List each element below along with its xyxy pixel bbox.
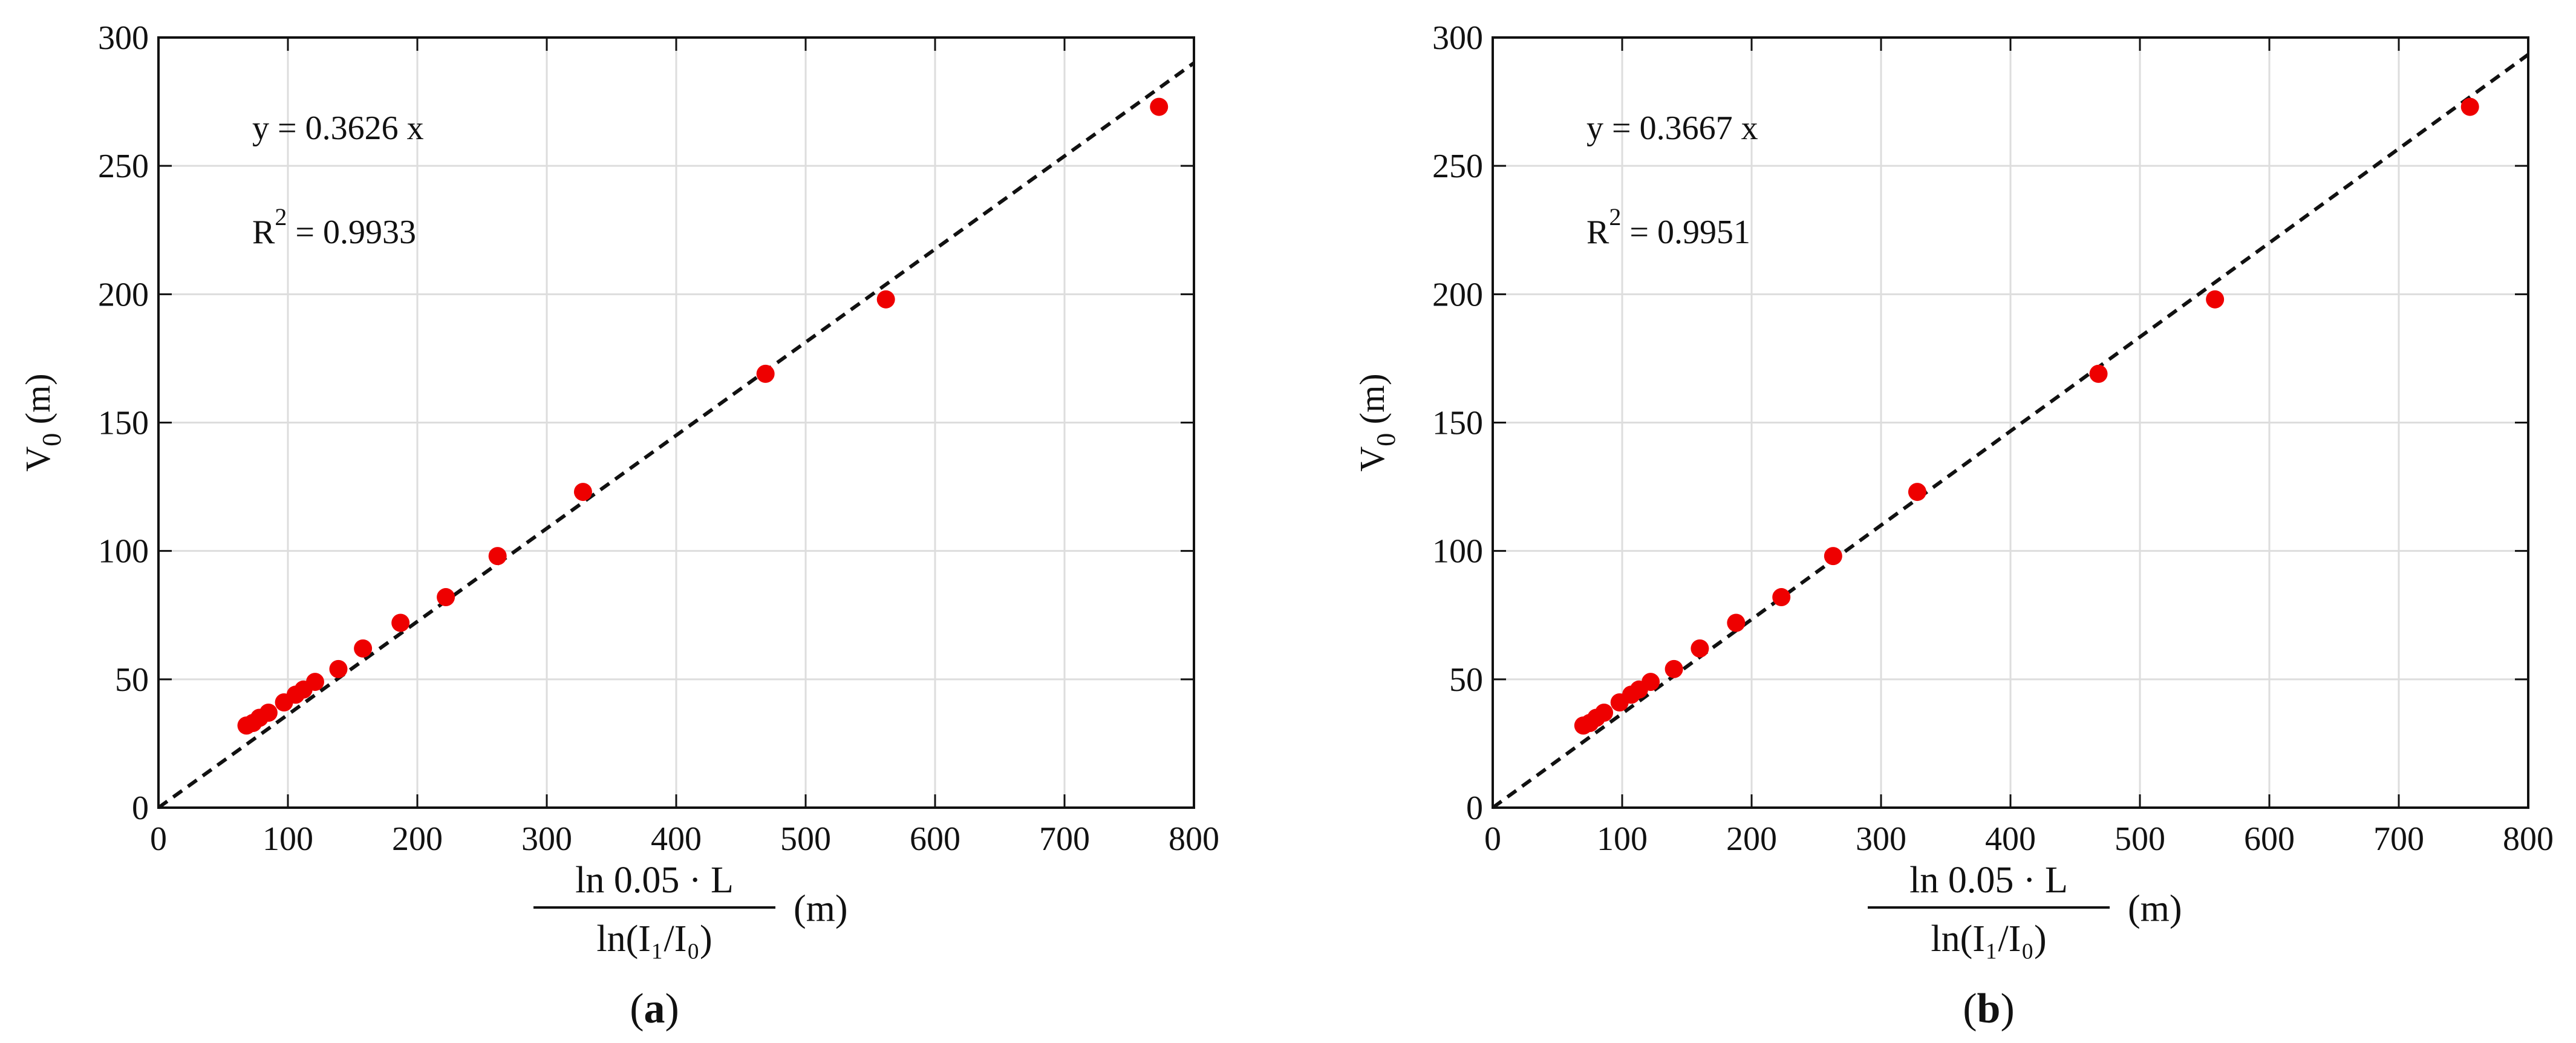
data-point <box>1772 588 1791 607</box>
x-tick-label: 200 <box>1726 820 1777 858</box>
x-tick-label: 600 <box>2244 820 2295 858</box>
x-tick-label: 700 <box>1039 820 1090 858</box>
data-point <box>1908 483 1926 502</box>
data-point <box>391 613 410 632</box>
data-point <box>354 639 373 658</box>
data-point <box>1727 613 1746 632</box>
y-tick-label: 300 <box>1432 19 1483 57</box>
data-point <box>2089 364 2108 383</box>
grid <box>1493 38 2528 808</box>
y-axis-label: V0 (m) <box>1352 373 1401 471</box>
x-label-numerator: ln 0.05 · L <box>575 860 734 901</box>
x-label-denominator: ln(I₁/I₀) <box>1931 918 2046 960</box>
y-tick-label: 50 <box>1449 661 1483 699</box>
x-tick-label: 600 <box>910 820 960 858</box>
y-tick-label: 100 <box>1432 533 1483 571</box>
x-tick-label: 500 <box>780 820 831 858</box>
y-tick-label: 250 <box>1432 148 1483 185</box>
data-point <box>437 588 455 607</box>
data-point <box>1150 97 1169 116</box>
x-tick-label: 100 <box>1597 820 1648 858</box>
y-tick-label: 100 <box>98 533 149 571</box>
panel-label: (a) <box>630 986 679 1032</box>
x-tick-label: 400 <box>1985 820 2036 858</box>
data-point <box>1691 639 1709 658</box>
plot-frame <box>1492 36 2529 809</box>
y-tick-labels: 0 50 100 150 200 250 300 <box>98 19 149 827</box>
r-squared-label: R2 = 0.9951 <box>1586 203 1750 251</box>
fit-line <box>1492 53 2529 809</box>
y-tick-labels: 0 50 100 150 200 250 300 <box>1432 19 1483 827</box>
y-tick-label: 150 <box>1432 405 1483 442</box>
y-tick-label: 250 <box>98 148 149 185</box>
data-point <box>2460 97 2479 116</box>
y-tick-label: 0 <box>1466 790 1483 827</box>
chart-panel-a: 0 100 200 300 400 500 600 700 800 0 50 100 150 200 250… <box>18 19 1219 1032</box>
x-tick-label: 700 <box>2373 820 2424 858</box>
y-tick-label: 200 <box>98 276 149 313</box>
x-tick-label: 500 <box>2115 820 2165 858</box>
chart-panel-b: 0 100 200 300 400 500 600 700 800 0 50 100 150 200 250… <box>1352 19 2554 1032</box>
x-tick-labels: 0 100 200 300 400 500 600 700 800 <box>1484 820 2554 858</box>
y-tick-label: 50 <box>115 661 149 699</box>
r-squared-label: R2 = 0.9933 <box>252 203 416 251</box>
grid <box>158 38 1194 808</box>
y-tick-label: 150 <box>98 405 149 442</box>
data-points <box>1574 97 2479 735</box>
fit-line <box>157 61 1195 809</box>
data-point <box>259 703 278 722</box>
data-point <box>488 547 507 566</box>
data-point <box>305 673 324 692</box>
x-tick-label: 300 <box>1856 820 1906 858</box>
equation-label: y = 0.3626 x <box>252 110 424 147</box>
x-tick-label: 200 <box>392 820 443 858</box>
x-tick-label: 800 <box>1169 820 1219 858</box>
x-tick-label: 0 <box>150 820 167 858</box>
x-label-denominator: ln(I₁/I₀) <box>596 918 712 960</box>
y-axis-label: V0 (m) <box>18 373 67 471</box>
y-tick-label: 300 <box>98 19 149 57</box>
data-point <box>2206 290 2225 309</box>
x-label-unit: (m) <box>794 888 848 929</box>
y-tick-label: 200 <box>1432 276 1483 313</box>
data-points <box>237 97 1169 735</box>
data-point <box>1595 703 1614 722</box>
x-axis-label: ln 0.05 · L ln(I₁/I₀) (m) <box>1868 860 2182 960</box>
panel-label: (b) <box>1963 986 2015 1032</box>
data-point <box>1665 659 1683 678</box>
data-point <box>1824 547 1842 566</box>
data-point <box>756 364 775 383</box>
data-point <box>1642 673 1660 692</box>
x-tick-labels: 0 100 200 300 400 500 600 700 800 <box>150 820 1219 858</box>
data-point <box>329 659 348 678</box>
x-tick-label: 400 <box>651 820 702 858</box>
x-tick-label: 300 <box>521 820 572 858</box>
data-point <box>876 290 895 309</box>
equation-label: y = 0.3667 x <box>1586 110 1758 147</box>
x-axis-label: ln 0.05 · L ln(I₁/I₀) (m) <box>533 860 848 960</box>
x-tick-label: 100 <box>262 820 313 858</box>
plot-frame <box>157 36 1195 809</box>
x-tick-label: 800 <box>2503 820 2554 858</box>
x-tick-label: 0 <box>1484 820 1501 858</box>
x-label-numerator: ln 0.05 · L <box>1909 860 2068 901</box>
x-label-unit: (m) <box>2128 888 2182 929</box>
data-point <box>573 483 592 502</box>
y-tick-label: 0 <box>132 790 149 827</box>
